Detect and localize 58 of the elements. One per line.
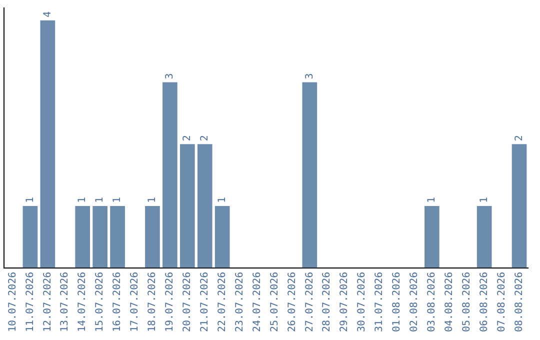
x-tick-label: 04.08.2026	[444, 272, 455, 332]
data-label: 2	[182, 135, 193, 142]
x-tick-label: 31.07.2026	[374, 272, 386, 332]
bar	[110, 206, 125, 268]
data-label: 1	[24, 196, 36, 203]
data-label: 1	[147, 196, 158, 203]
bar	[476, 206, 492, 268]
x-tick-label: 25.07.2026	[269, 272, 280, 332]
bar	[302, 82, 318, 268]
data-label: 1	[77, 196, 88, 203]
bar	[512, 144, 527, 268]
x-tick-label: 10.07.2026	[7, 272, 18, 332]
x-tick-label: 18.07.2026	[147, 272, 158, 332]
x-tick-label: 03.08.2026	[426, 272, 438, 332]
x-tick-label: 22.07.2026	[216, 272, 228, 332]
x-tick-label: 30.07.2026	[356, 272, 368, 332]
x-tick-label: 14.07.2026	[77, 272, 88, 332]
x-tick-label: 11.07.2026	[24, 272, 36, 332]
x-tick-label: 07.08.2026	[496, 272, 508, 332]
bar	[145, 206, 160, 268]
data-label: 3	[304, 73, 316, 80]
x-tick-label: 02.08.2026	[409, 272, 420, 332]
bar	[92, 206, 108, 268]
data-label: 1	[94, 196, 106, 203]
bar	[22, 206, 38, 268]
bar	[40, 20, 56, 268]
x-tick-label: 15.07.2026	[94, 272, 106, 332]
data-label: 2	[199, 135, 210, 142]
x-tick-label: 20.07.2026	[182, 272, 193, 332]
x-tick-label: 29.07.2026	[339, 272, 350, 332]
x-tick-label: 05.08.2026	[461, 272, 472, 332]
x-tick-label: 19.07.2026	[164, 272, 176, 332]
x-tick-label: 28.07.2026	[322, 272, 333, 332]
x-tick-label: 27.07.2026	[304, 272, 316, 332]
x-tick-label: 13.07.2026	[60, 272, 71, 332]
bar	[197, 144, 212, 268]
bar	[162, 82, 178, 268]
data-label: 4	[42, 11, 54, 18]
x-tick-label: 06.08.2026	[478, 272, 490, 332]
x-tick-label: 23.07.2026	[234, 272, 246, 332]
x-tick-label: 26.07.2026	[286, 272, 298, 332]
x-tick-label: 08.08.2026	[514, 272, 525, 332]
data-label: 3	[164, 73, 176, 80]
x-tick-label: 21.07.2026	[199, 272, 210, 332]
data-label: 2	[514, 135, 525, 142]
x-tick-label: 24.07.2026	[252, 272, 263, 332]
x-tick-label: 01.08.2026	[392, 272, 403, 332]
data-label: 1	[112, 196, 124, 203]
bar	[424, 206, 440, 268]
x-tick-label: 12.07.2026	[42, 272, 54, 332]
x-tick-label: 17.07.2026	[130, 272, 141, 332]
data-label: 1	[478, 196, 490, 203]
bar	[180, 144, 195, 268]
data-label: 1	[426, 196, 438, 203]
x-tick-label: 16.07.2026	[112, 272, 124, 332]
bar	[214, 206, 230, 268]
data-label: 1	[216, 196, 228, 203]
bar	[75, 206, 90, 268]
